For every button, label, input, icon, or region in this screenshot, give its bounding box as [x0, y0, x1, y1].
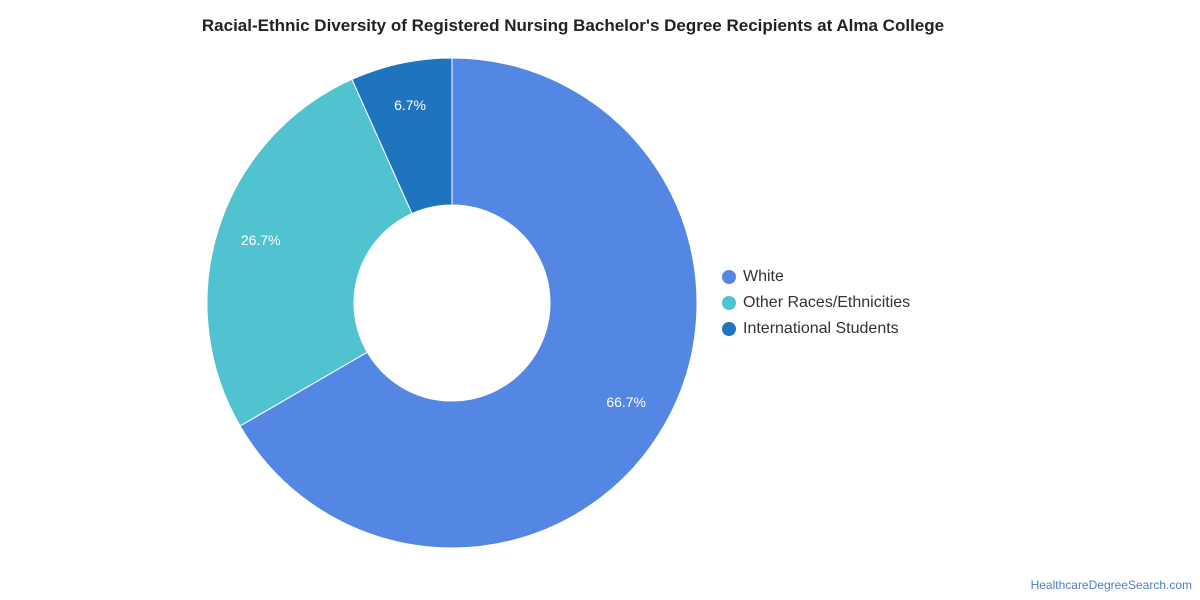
slice-international-students[interactable] — [351, 57, 453, 215]
slices-group — [206, 57, 698, 549]
chart-title: Racial-Ethnic Diversity of Registered Nu… — [201, 16, 945, 35]
legend-item-white[interactable]: White — [722, 268, 784, 285]
legend-marker — [722, 296, 736, 310]
legend-label: White — [743, 268, 784, 285]
slice-label-white: 66.7% — [606, 394, 646, 410]
slice-white[interactable] — [239, 57, 698, 549]
legend-label: Other Races/Ethnicities — [743, 294, 910, 311]
slice-label-other-races-ethnicities: 26.7% — [241, 232, 281, 248]
legend-label: International Students — [743, 320, 899, 337]
legend: White Other Races/Ethnicities Internationa… — [722, 268, 910, 337]
legend-marker — [722, 270, 736, 284]
legend-item-international-students[interactable]: International Students — [722, 320, 899, 337]
legend-item-other-races-ethnicities[interactable]: Other Races/Ethnicities — [722, 294, 910, 311]
slice-other-races-ethnicities[interactable] — [206, 78, 413, 427]
watermark-link[interactable]: HealthcareDegreeSearch.com — [1030, 578, 1192, 592]
legend-marker — [722, 322, 736, 336]
slice-labels-group: 66.7% 26.7% 6.7% — [241, 97, 646, 410]
slice-label-international-students: 6.7% — [394, 97, 426, 113]
